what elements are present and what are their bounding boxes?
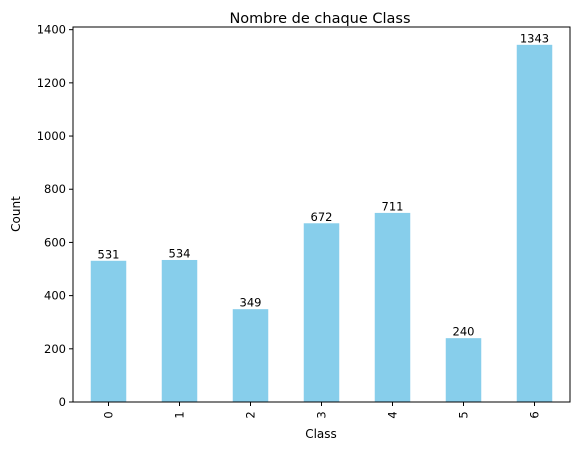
x-tick-label: 3: [315, 411, 329, 418]
y-tick-label: 200: [44, 342, 66, 356]
x-tick-label: 6: [528, 411, 542, 418]
chart-title: Nombre de chaque Class: [229, 11, 410, 27]
x-tick-label: 4: [386, 411, 400, 418]
bar-class-2: [233, 309, 269, 402]
y-tick-label: 1200: [37, 76, 66, 90]
y-tick-label: 1000: [37, 129, 66, 143]
data-label-class-4: 711: [382, 199, 404, 213]
y-tick-label: 1400: [37, 23, 66, 37]
y-tick-label: 0: [59, 395, 66, 409]
x-tick-label: 5: [457, 411, 471, 418]
y-tick-label: 400: [44, 289, 66, 303]
data-label-class-1: 534: [169, 246, 191, 260]
x-tick-label: 0: [102, 411, 116, 418]
x-tick-label: 2: [244, 411, 258, 418]
x-tick-label: 1: [173, 411, 187, 418]
plot-area: 531 0 534 1 349 2 672 3 711 4 240 5 1343 6 0 200 400 600 8…: [37, 23, 553, 419]
data-label-class-6: 1343: [520, 31, 549, 45]
bar-class-5: [446, 338, 482, 402]
data-label-class-5: 240: [453, 325, 475, 339]
y-axis-label: Count: [9, 196, 23, 232]
bar-class-3: [304, 223, 340, 402]
x-axis-label: Class: [305, 427, 337, 441]
bar-class-4: [375, 213, 411, 402]
y-tick-label: 800: [44, 182, 66, 196]
bar-class-0: [91, 261, 127, 402]
data-label-class-2: 349: [240, 296, 262, 310]
bar-class-1: [162, 260, 198, 402]
data-label-class-0: 531: [98, 247, 120, 261]
data-label-class-3: 672: [311, 210, 333, 224]
y-tick-label: 600: [44, 235, 66, 249]
bar-class-6: [517, 45, 553, 402]
